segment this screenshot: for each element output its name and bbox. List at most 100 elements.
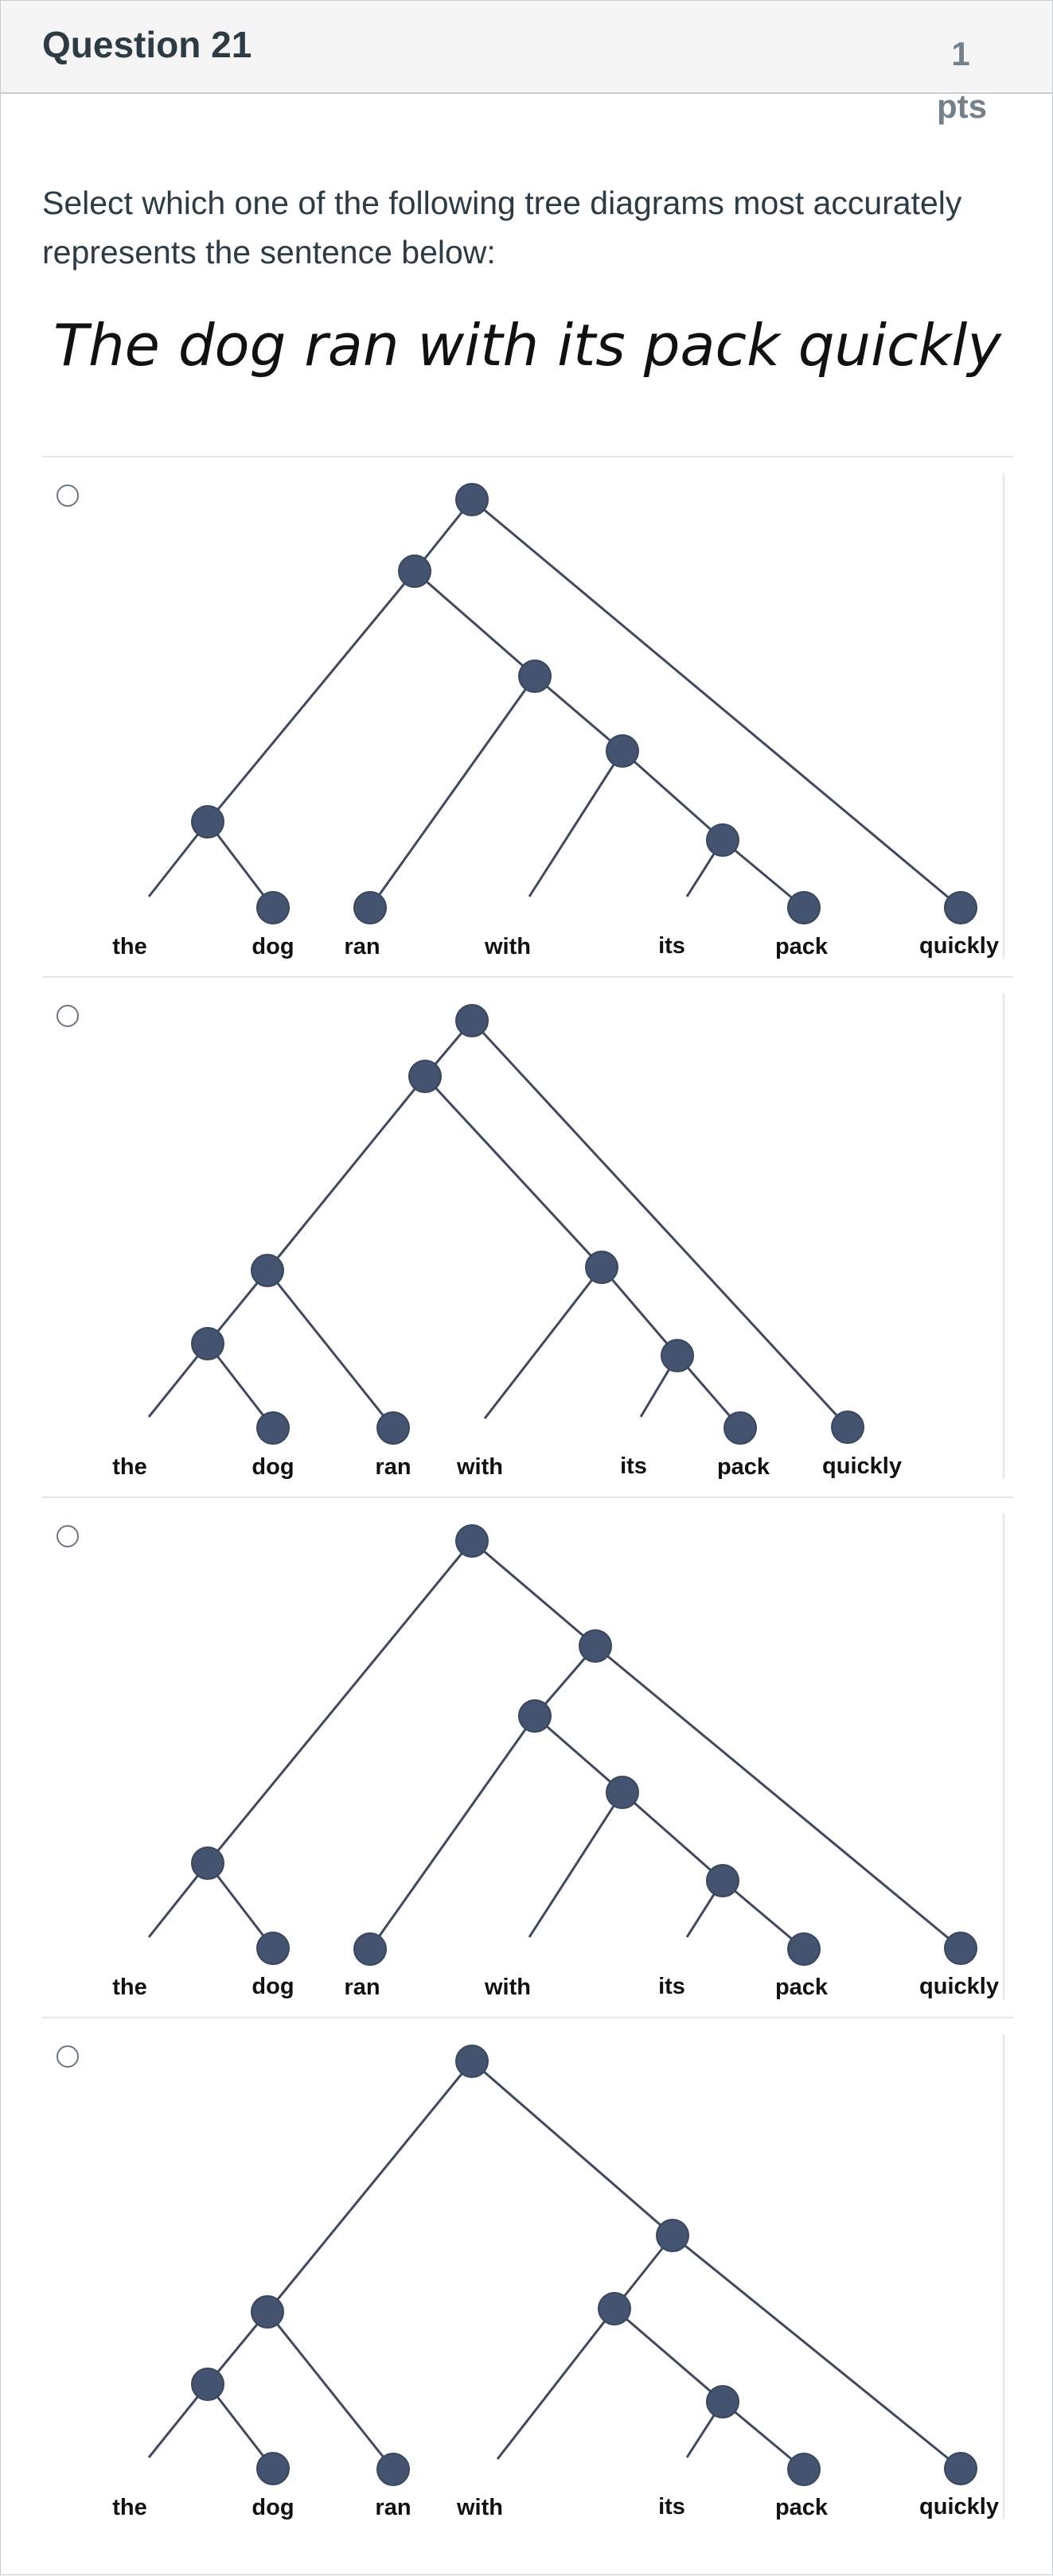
word-label: pack [775, 1975, 829, 2000]
diagram-border [1003, 994, 1004, 1479]
word-label: dog [252, 2495, 294, 2520]
word-label: ran [375, 2495, 411, 2520]
tree-node [408, 1060, 442, 1093]
tree-node [256, 1932, 290, 1965]
tree-branch [483, 1267, 603, 1419]
tree-node [251, 2295, 284, 2329]
tree-node [706, 2385, 739, 2418]
tree-node [256, 2452, 290, 2485]
word-label: pack [775, 2495, 829, 2520]
diagram-border [1003, 1514, 1004, 1999]
tree-node [376, 2453, 410, 2486]
tree-node [606, 1776, 639, 1809]
tree-branch [534, 1714, 623, 1794]
word-label: the [112, 934, 147, 959]
tree-node [706, 1864, 739, 1897]
tree-branch [206, 570, 416, 823]
tree-node [455, 483, 489, 516]
tree-node [455, 1004, 489, 1037]
tree-node [598, 2292, 631, 2325]
word-label: quickly [919, 933, 999, 959]
answer-option-2[interactable]: the dog ran with its pack quickly [42, 976, 1013, 1495]
tree-node [256, 1411, 290, 1445]
word-label: with [456, 2495, 503, 2520]
tree-branch [622, 749, 723, 842]
tree-node [191, 1327, 224, 1360]
tree-node [944, 891, 977, 924]
word-label: pack [717, 1454, 770, 1480]
tree-node [251, 1254, 284, 1287]
answer-radio-3[interactable] [57, 1525, 79, 1547]
word-label: quickly [822, 1453, 902, 1479]
tree-node [831, 1411, 864, 1444]
tree-branch [622, 1791, 723, 1882]
tree-node [191, 2368, 224, 2401]
word-label: with [484, 934, 531, 959]
tree-node [661, 1339, 694, 1372]
answer-option-3[interactable]: the dog ran with its pack quickly [42, 1496, 1013, 2015]
tree-branch [595, 1644, 961, 1950]
word-label: dog [252, 1974, 294, 1999]
answer-option-1[interactable]: the dog ran with its pack quickly [42, 456, 1013, 975]
diagram-border [1003, 2034, 1004, 2520]
word-label: ran [344, 1975, 380, 2000]
tree-svg-2: the dog ran with its pack quickly [112, 1004, 902, 1480]
tree-node [579, 1629, 612, 1663]
tree-branch [206, 1862, 275, 1949]
tree-branch [266, 2060, 474, 2313]
word-label: the [112, 1975, 147, 2000]
question-header: Question 21 1 pts [1, 0, 1052, 125]
tree-branch [471, 2060, 673, 2237]
tree-node [787, 1932, 821, 1966]
tree-svg-4: the dog ran with its pack quickly [112, 2045, 999, 2520]
word-label: pack [775, 934, 829, 959]
tree-branch [528, 750, 624, 897]
answer-option-4[interactable]: the dog ran with its pack quickly [42, 2017, 1013, 2535]
tree-branch [266, 1076, 427, 1271]
target-sentence: The dog ran with its pack quickly [53, 312, 1001, 379]
tree-branch [266, 2311, 395, 2470]
tree-branch [471, 1539, 596, 1648]
diagram-border [1003, 473, 1004, 959]
tree-node [944, 1932, 977, 1965]
tree-node [944, 2452, 977, 2485]
tree-node [518, 1699, 552, 1733]
word-label: quickly [919, 1974, 999, 1999]
tree-branch [206, 821, 275, 909]
tree-branch [600, 1267, 679, 1356]
answer-radio-2[interactable] [57, 1005, 79, 1027]
tree-branch [722, 2400, 805, 2471]
tree-branch [206, 2383, 275, 2469]
tree-svg-3: the dog ran with its pack quickly [112, 1524, 999, 2000]
tree-diagram-1: the dog ran with its pack quickly [42, 457, 1013, 975]
question-points: 1 pts [937, 35, 987, 125]
tree-branch [672, 2234, 961, 2470]
word-label: its [620, 1453, 647, 1479]
tree-branch [614, 2307, 723, 2403]
question-prompt: Select which one of the following tree d… [42, 185, 962, 270]
word-label: ran [375, 1454, 411, 1480]
tree-node [787, 2453, 821, 2486]
word-label: quickly [919, 2494, 999, 2520]
word-label: its [658, 1974, 685, 1999]
tree-node [191, 805, 224, 839]
tree-branch [471, 498, 961, 909]
word-label: with [484, 1975, 531, 2000]
tree-node [398, 555, 431, 588]
tree-branch [496, 2308, 616, 2460]
tree-branch [266, 1270, 395, 1429]
tree-branch [722, 839, 805, 909]
word-label: dog [252, 1454, 294, 1480]
tree-node [723, 1411, 757, 1445]
answer-radio-1[interactable] [57, 484, 79, 507]
answer-radio-4[interactable] [57, 2045, 79, 2068]
tree-diagram-4: the dog ran with its pack quickly [42, 2018, 1013, 2535]
tree-node [455, 2045, 489, 2078]
tree-node [191, 1846, 224, 1880]
tree-node [787, 891, 821, 924]
tree-branch [470, 1019, 849, 1429]
word-label: dog [252, 934, 294, 959]
word-label: ran [344, 934, 380, 959]
tree-branch [206, 1540, 474, 1864]
tree-diagram-2: the dog ran with its pack quickly [42, 978, 1013, 1495]
